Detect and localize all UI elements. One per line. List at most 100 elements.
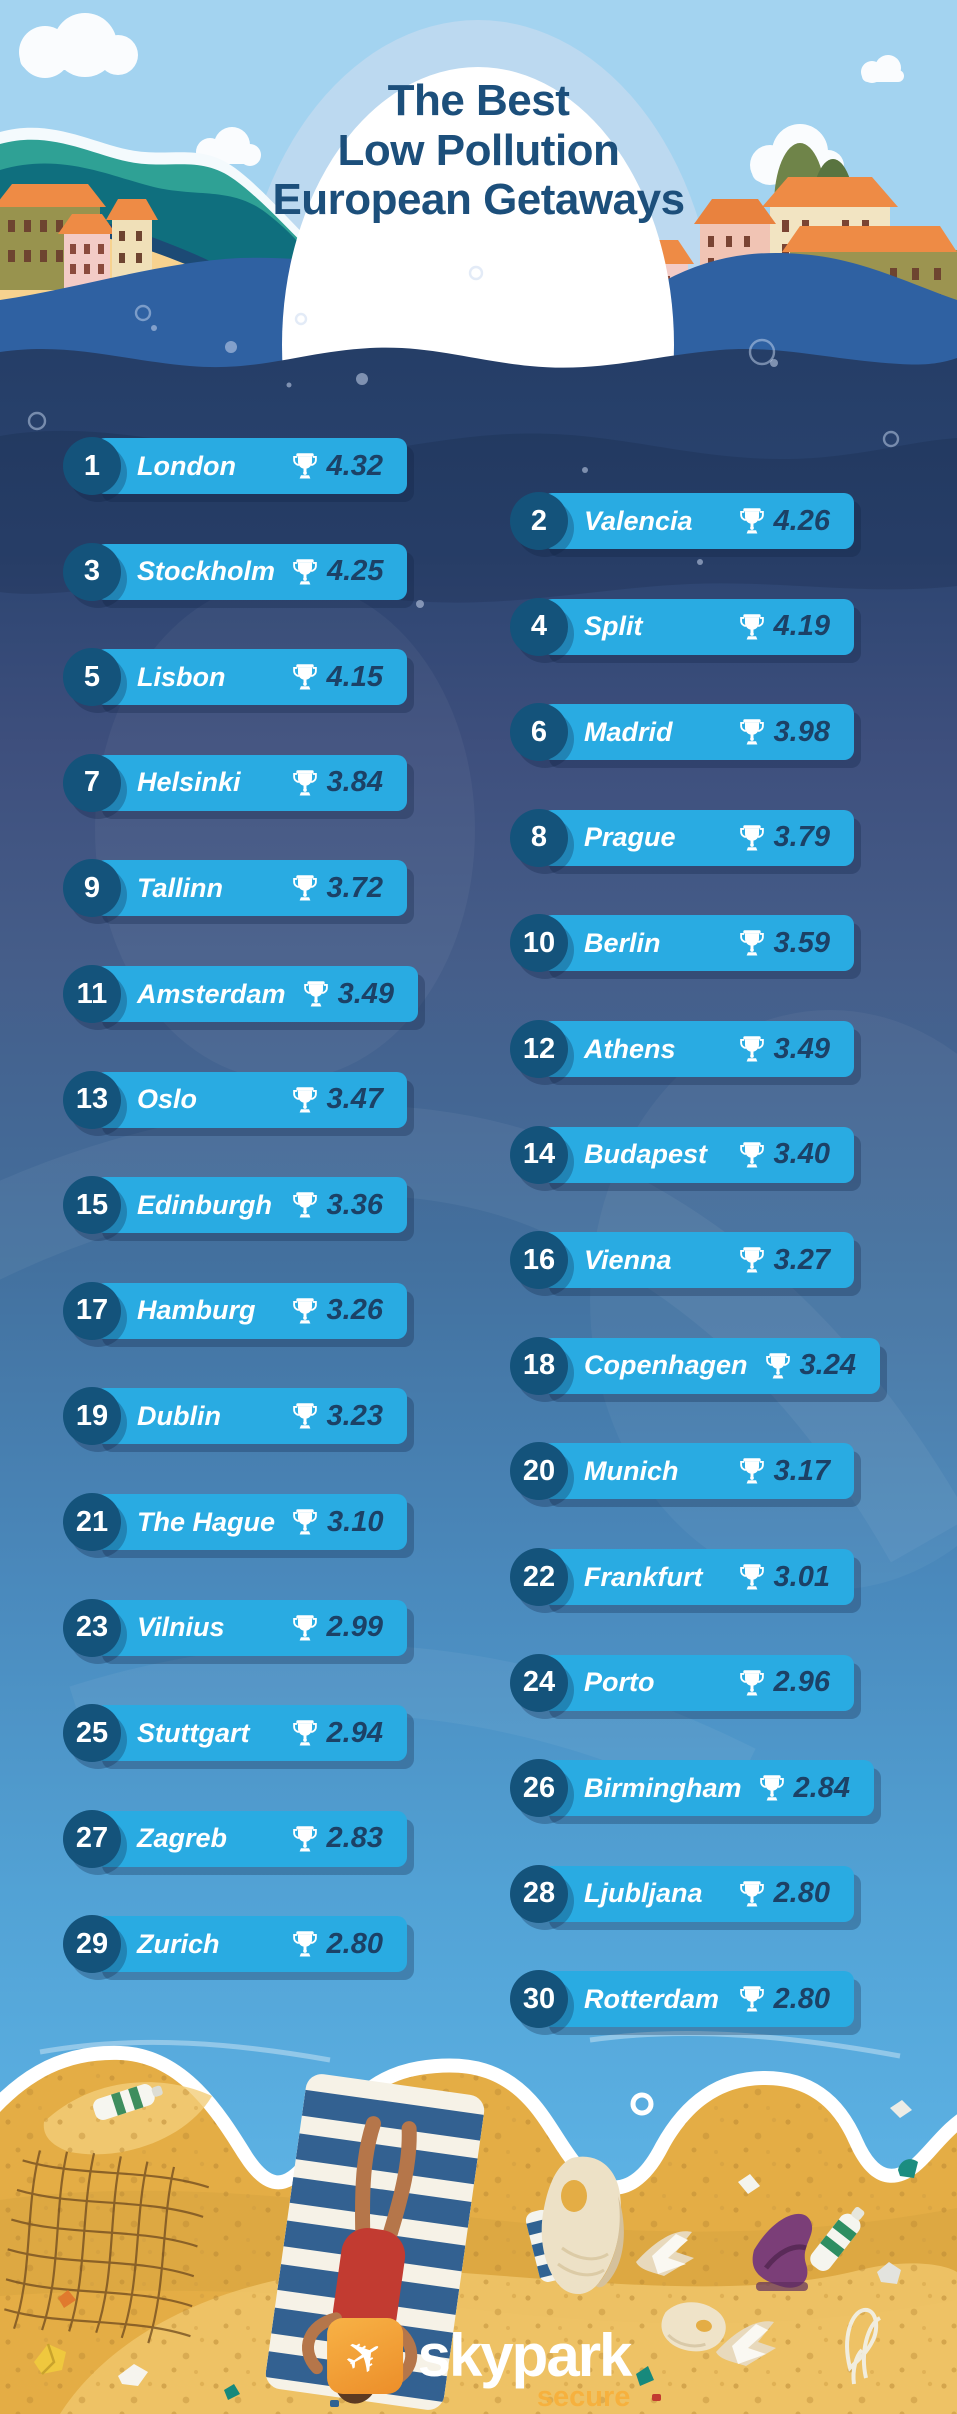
city-name: Lisbon	[137, 661, 226, 692]
city-score: 3.17	[773, 1454, 830, 1487]
bubbles	[27, 265, 900, 608]
plastic-canister-icon	[661, 2302, 726, 2352]
score-group: 2.80	[722, 1877, 830, 1910]
city-score: 4.15	[326, 660, 383, 693]
rank-item: 15 Edinburgh 3.36	[63, 1176, 407, 1235]
rank-badge: 13	[63, 1070, 121, 1129]
brand-wordmark: skypark	[417, 2322, 633, 2389]
city-pill: Tallinn 3.72	[95, 860, 407, 917]
rank-item: 10 Berlin 3.59	[510, 914, 854, 973]
rank-item: 21 The Hague 3.10	[63, 1493, 408, 1551]
cloud-icon	[19, 13, 138, 78]
city-score: 2.80	[773, 1877, 830, 1910]
score-group: 2.80	[275, 1928, 383, 1961]
score-group: 4.32	[275, 450, 383, 483]
rank-badge: 14	[510, 1125, 568, 1184]
rank-number: 7	[83, 766, 101, 799]
rank-number: 21	[75, 1505, 109, 1538]
city-name: Berlin	[584, 927, 661, 958]
score-group: 3.84	[275, 766, 383, 799]
rank-item: 19 Dublin 3.23	[63, 1387, 407, 1446]
rank-item: 2 Valencia 4.26	[510, 492, 854, 550]
city-pill: Stockholm 4.25	[95, 543, 408, 600]
bottle-icon	[810, 2207, 865, 2271]
city-name: Frankfurt	[584, 1561, 703, 1592]
city-name: Budapest	[584, 1139, 708, 1170]
rank-badge: 7	[63, 753, 121, 812]
rank-number: 20	[522, 1454, 556, 1487]
trophy-icon	[739, 1247, 764, 1273]
shell-icon	[541, 2156, 624, 2295]
city-score: 3.40	[773, 1138, 830, 1171]
city-score: 2.80	[326, 1927, 383, 1960]
trophy-icon	[292, 1298, 317, 1324]
score-group: 2.84	[742, 1772, 850, 1805]
city-name: London	[137, 450, 236, 481]
city-name: Vienna	[584, 1244, 672, 1275]
rank-badge: 29	[63, 1915, 121, 1974]
trophy-icon	[739, 825, 764, 851]
rank-number: 14	[522, 1138, 556, 1171]
city-name: Edinburgh	[137, 1189, 272, 1220]
rank-item: 13 Oslo 3.47	[63, 1070, 407, 1129]
rank-number: 11	[76, 977, 108, 1010]
cloud-icon	[861, 55, 904, 83]
rank-badge: 16	[510, 1231, 568, 1290]
title-line-2: Low Pollution	[337, 125, 620, 175]
rank-badge: 20	[510, 1442, 568, 1501]
score-group: 3.10	[275, 1506, 383, 1539]
rank-number: 23	[75, 1611, 109, 1644]
city-score: 2.80	[773, 1982, 830, 2015]
rank-number: 26	[522, 1771, 556, 1804]
page-title: The Best Low Pollution European Getaways	[0, 76, 957, 225]
trophy-icon	[739, 1564, 764, 1590]
city-pill: Budapest 3.40	[542, 1126, 854, 1183]
rank-item: 24 Porto 2.96	[510, 1653, 854, 1712]
rank-badge: 10	[510, 914, 568, 973]
rank-number: 10	[522, 926, 556, 959]
city-score: 3.26	[326, 1294, 383, 1327]
rank-number: 15	[75, 1188, 109, 1221]
trophy-icon	[739, 1669, 764, 1696]
rank-item: 20 Munich 3.17	[510, 1442, 854, 1501]
city-pill: Rotterdam 2.80	[542, 1971, 854, 2028]
rank-item: 16 Vienna 3.27	[510, 1231, 854, 1290]
rank-number: 29	[75, 1927, 109, 1960]
rank-badge: 5	[63, 648, 121, 707]
trophy-icon	[739, 1036, 764, 1062]
rank-badge: 4	[510, 597, 568, 656]
city-score: 3.72	[326, 871, 383, 904]
brand-sub: secure	[536, 2381, 631, 2413]
score-group: 3.27	[722, 1244, 830, 1277]
rank-badge: 28	[510, 1864, 568, 1923]
city-score: 2.83	[326, 1822, 383, 1855]
city-score: 2.96	[773, 1666, 830, 1699]
city-pill: London 4.32	[95, 438, 407, 494]
rank-item: 9 Tallinn 3.72	[63, 859, 407, 918]
city-pill: Oslo 3.47	[95, 1071, 407, 1128]
city-name: Split	[584, 611, 643, 642]
rank-badge: 3	[63, 542, 121, 601]
city-pill: Helsinki 3.84	[95, 754, 407, 811]
purple-cloth-icon	[752, 2213, 813, 2291]
rank-badge: 21	[63, 1493, 121, 1551]
rank-badge: 27	[63, 1809, 121, 1868]
city-pill: Prague 3.79	[542, 809, 854, 866]
city-name: Prague	[584, 822, 676, 853]
trophy-icon	[739, 1986, 764, 2012]
rank-badge: 22	[510, 1548, 568, 1606]
rank-number: 24	[522, 1666, 556, 1699]
score-group: 3.36	[275, 1189, 383, 1222]
trophy-icon	[739, 719, 764, 745]
score-group: 3.79	[722, 821, 830, 854]
city-name: Vilnius	[137, 1612, 225, 1643]
rank-item: 28 Ljubljana 2.80	[510, 1864, 854, 1923]
city-name: Stockholm	[137, 556, 276, 587]
swimsuit	[332, 2228, 406, 2342]
rank-item: 18 Copenhagen 3.24	[510, 1336, 880, 1395]
city-pill: Copenhagen 3.24	[542, 1337, 880, 1394]
rank-number: 28	[522, 1877, 556, 1910]
rank-number: 6	[530, 715, 548, 748]
score-group: 3.49	[286, 978, 394, 1011]
